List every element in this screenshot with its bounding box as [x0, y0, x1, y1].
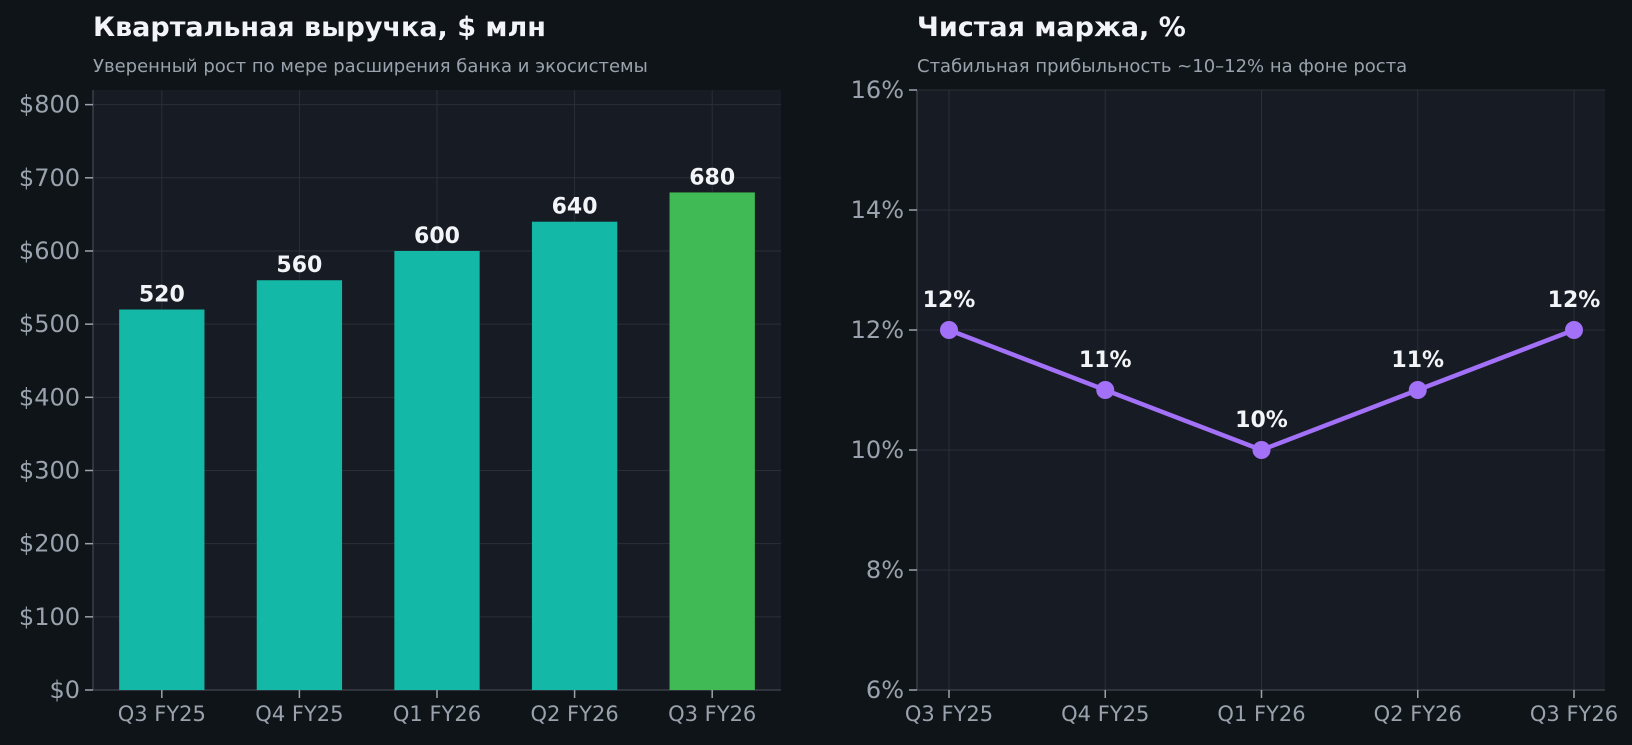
revenue-y-tick-label: $100: [19, 603, 80, 631]
revenue-y-tick-label: $800: [19, 91, 80, 119]
margin-point-value-label: 11%: [1391, 348, 1444, 373]
margin-y-tick-label: 14%: [851, 196, 904, 224]
margin-point: [1565, 321, 1583, 339]
margin-point: [1408, 381, 1427, 399]
revenue-bar: [394, 250, 480, 690]
revenue-bar: [119, 309, 205, 690]
margin-x-tick-label: Q2 FY26: [1374, 702, 1462, 726]
revenue-bar: [256, 280, 343, 690]
revenue-x-tick-label: Q4 FY25: [255, 702, 343, 726]
margin-x-tick-label: Q4 FY25: [1061, 702, 1149, 726]
revenue-y-tick-label: $600: [19, 237, 80, 265]
margin-point-value-label: 10%: [1235, 408, 1288, 433]
revenue-y-tick-label: $500: [19, 310, 80, 338]
margin-point-value-label: 11%: [1079, 348, 1132, 373]
margin-chart-title: Чистая маржа, %: [917, 12, 1186, 43]
revenue-chart-title: Квартальная выручка, $ млн: [93, 12, 546, 43]
revenue-chart-subtitle: Уверенный рост по мере расширения банка …: [93, 56, 648, 77]
revenue-bar-value-label: 600: [414, 224, 460, 249]
margin-y-tick-label: 10%: [851, 436, 904, 464]
margin-y-tick-label: 6%: [866, 676, 904, 704]
revenue-y-tick-label: $700: [19, 164, 80, 192]
revenue-bar-chart: $0 $100 $200 $300 $400 $500 $600 $700 $800 520 560…: [19, 90, 781, 726]
margin-y-tick-label: 16%: [851, 76, 904, 104]
revenue-bar-value-label: 560: [276, 253, 322, 278]
revenue-x-tick-label: Q3 FY26: [668, 702, 756, 726]
revenue-bar: [669, 192, 755, 690]
revenue-y-tick-label: $300: [19, 456, 80, 484]
revenue-y-tick-label: $200: [19, 530, 80, 558]
revenue-x-tick-label: Q1 FY26: [393, 702, 481, 726]
margin-x-tick-label: Q1 FY26: [1217, 702, 1305, 726]
revenue-bar: [531, 221, 618, 690]
margin-line-chart: 6% 8% 10% 12% 14% 16% 12% 11% 10% 11% 12% Q3 FY25 Q4…: [851, 76, 1618, 726]
margin-point: [940, 321, 958, 339]
revenue-y-tick-label: $400: [19, 383, 80, 411]
margin-point: [1096, 381, 1115, 399]
margin-y-tick-label: 12%: [851, 316, 904, 344]
revenue-x-tick-label: Q2 FY26: [530, 702, 618, 726]
revenue-bar-value-label: 520: [139, 283, 185, 308]
revenue-bar-value-label: 640: [552, 195, 598, 220]
margin-x-tick-label: Q3 FY26: [1530, 702, 1618, 726]
margin-point-value-label: 12%: [1548, 288, 1601, 313]
margin-point: [1252, 441, 1271, 459]
margin-point-value-label: 12%: [923, 288, 976, 313]
margin-y-tick-label: 8%: [866, 556, 904, 584]
margin-x-tick-label: Q3 FY25: [905, 702, 993, 726]
revenue-x-tick-label: Q3 FY25: [118, 702, 206, 726]
revenue-bar-value-label: 680: [689, 165, 735, 190]
margin-chart-subtitle: Стабильная прибыльность ~10–12% на фоне …: [917, 56, 1407, 77]
revenue-y-tick-label: $0: [49, 676, 80, 704]
